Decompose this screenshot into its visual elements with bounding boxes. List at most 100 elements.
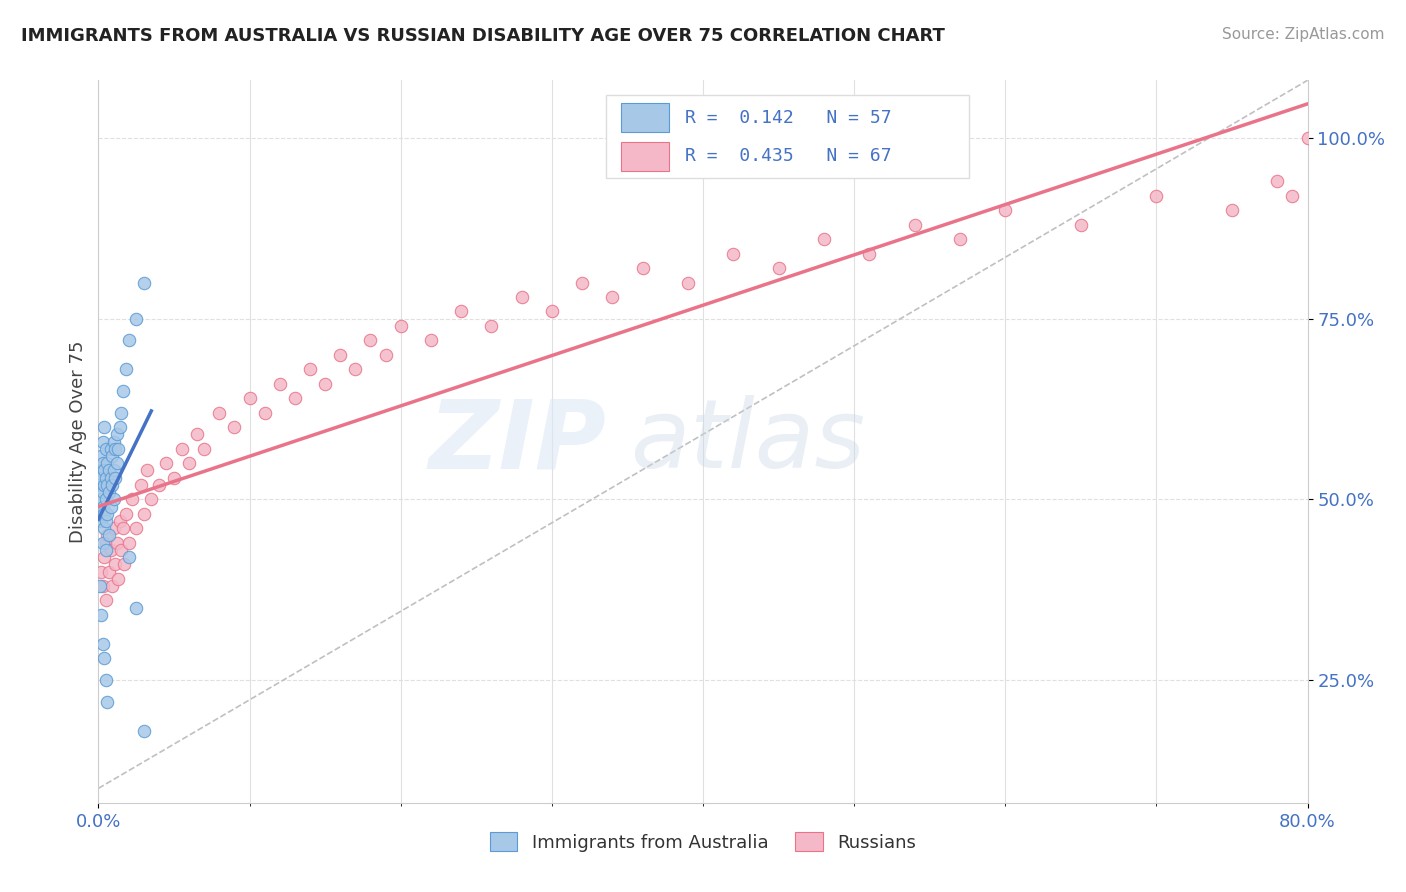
Point — [170, 442, 193, 456]
Point — [994, 203, 1017, 218]
Point — [101, 449, 124, 463]
Point — [104, 442, 127, 456]
Point — [253, 406, 276, 420]
Point — [100, 442, 122, 456]
Point — [90, 449, 112, 463]
Point — [104, 558, 127, 572]
Point — [91, 500, 114, 514]
Point — [224, 420, 246, 434]
Point — [118, 535, 141, 549]
Point — [105, 427, 128, 442]
Point — [132, 507, 155, 521]
Point — [90, 607, 112, 622]
Text: R =  0.435   N = 67: R = 0.435 N = 67 — [685, 147, 891, 165]
Point — [91, 535, 114, 549]
Point — [114, 507, 136, 521]
Point — [108, 514, 131, 528]
Point — [98, 463, 121, 477]
Point — [1220, 203, 1243, 218]
Point — [91, 579, 114, 593]
Point — [98, 528, 121, 542]
Point — [94, 593, 117, 607]
Point — [110, 542, 132, 557]
Point — [1267, 174, 1289, 188]
Point — [94, 542, 117, 557]
Point — [284, 391, 307, 405]
Point — [98, 485, 121, 500]
Point — [193, 442, 215, 456]
Point — [107, 442, 129, 456]
Point — [94, 514, 117, 528]
Point — [1296, 131, 1319, 145]
Text: IMMIGRANTS FROM AUSTRALIA VS RUSSIAN DISABILITY AGE OVER 75 CORRELATION CHART: IMMIGRANTS FROM AUSTRALIA VS RUSSIAN DIS… — [21, 27, 945, 45]
Point — [100, 500, 122, 514]
Point — [723, 246, 745, 260]
Point — [91, 434, 114, 449]
Point — [105, 456, 128, 470]
Text: ZIP: ZIP — [429, 395, 606, 488]
Point — [103, 463, 125, 477]
Point — [93, 420, 115, 434]
Point — [481, 318, 503, 333]
Point — [125, 311, 148, 326]
Point — [344, 362, 367, 376]
Point — [676, 276, 699, 290]
Y-axis label: Disability Age Over 75: Disability Age Over 75 — [69, 340, 87, 543]
Point — [94, 535, 117, 549]
Point — [93, 463, 115, 477]
Point — [93, 651, 115, 665]
Point — [858, 246, 880, 260]
Point — [299, 362, 322, 376]
Point — [114, 362, 136, 376]
Point — [186, 427, 208, 442]
Point — [89, 463, 111, 477]
Bar — [621, 142, 669, 170]
Point — [813, 232, 835, 246]
Point — [112, 558, 135, 572]
Point — [96, 528, 118, 542]
Point — [239, 391, 262, 405]
Point — [132, 723, 155, 738]
Point — [101, 579, 124, 593]
Point — [129, 478, 152, 492]
Point — [100, 470, 122, 484]
Point — [89, 507, 111, 521]
Point — [94, 492, 117, 507]
Point — [91, 485, 114, 500]
Point — [631, 261, 654, 276]
Point — [100, 542, 122, 557]
Point — [93, 550, 115, 565]
Point — [125, 600, 148, 615]
Point — [1070, 218, 1092, 232]
Point — [98, 565, 121, 579]
Text: R =  0.142   N = 57: R = 0.142 N = 57 — [685, 109, 891, 127]
Point — [148, 478, 170, 492]
Point — [101, 478, 124, 492]
Point — [110, 406, 132, 420]
Text: Source: ZipAtlas.com: Source: ZipAtlas.com — [1222, 27, 1385, 42]
Point — [768, 261, 790, 276]
Point — [121, 492, 143, 507]
Point — [1144, 189, 1167, 203]
Point — [571, 276, 593, 290]
Point — [360, 334, 382, 348]
Point — [602, 290, 624, 304]
Point — [155, 456, 177, 470]
Point — [107, 572, 129, 586]
Point — [314, 376, 336, 391]
FancyBboxPatch shape — [606, 95, 969, 178]
Point — [329, 348, 352, 362]
Point — [389, 318, 412, 333]
Legend: Immigrants from Australia, Russians: Immigrants from Australia, Russians — [482, 825, 924, 859]
Point — [179, 456, 201, 470]
Point — [93, 521, 115, 535]
Point — [163, 470, 186, 484]
Point — [269, 376, 291, 391]
Point — [450, 304, 472, 318]
Point — [540, 304, 562, 318]
Point — [118, 334, 141, 348]
Point — [125, 521, 148, 535]
Point — [420, 334, 443, 348]
Point — [949, 232, 972, 246]
Point — [89, 579, 111, 593]
